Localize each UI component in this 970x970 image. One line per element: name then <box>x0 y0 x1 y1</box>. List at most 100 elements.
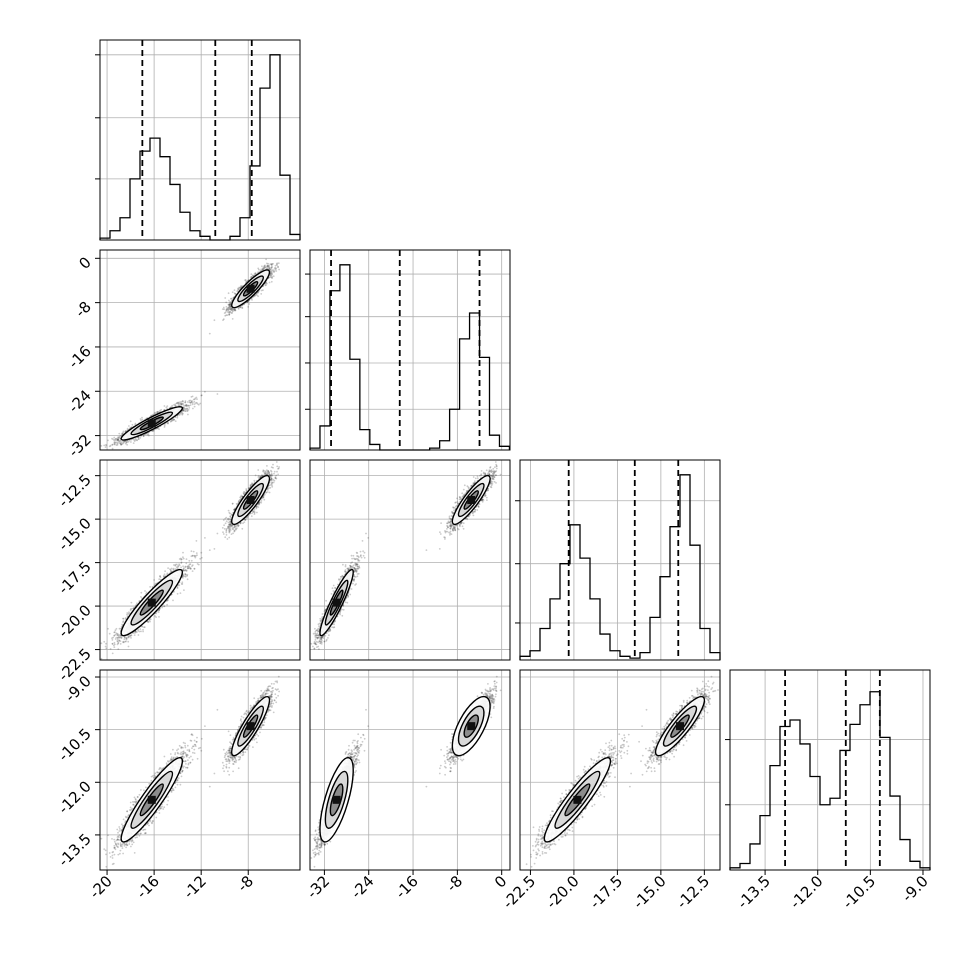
sample-point <box>256 292 259 294</box>
sample-point <box>126 443 128 446</box>
sample-point <box>179 412 182 415</box>
sample-point <box>111 443 114 446</box>
histogram-step <box>519 474 721 660</box>
sample-point <box>193 400 196 403</box>
sample-point <box>191 402 194 404</box>
sample-point <box>116 439 119 441</box>
sample-point <box>182 402 184 405</box>
sample-point <box>119 443 122 445</box>
sample-point <box>227 311 230 314</box>
sample-point <box>181 400 184 403</box>
sample-point <box>115 441 118 444</box>
sample-point <box>115 444 118 446</box>
sample-point <box>152 429 155 432</box>
sample-point <box>181 412 183 415</box>
sample-point <box>216 393 219 395</box>
sample-point <box>254 294 256 297</box>
sample-point <box>269 276 272 278</box>
sample-point <box>118 435 121 438</box>
sample-point <box>199 402 202 405</box>
sample-point <box>193 398 196 401</box>
sample-point <box>117 436 119 439</box>
sample-point <box>133 438 135 441</box>
sample-point <box>123 440 125 443</box>
sample-point <box>184 401 187 404</box>
sample-point <box>137 436 140 439</box>
sample-point <box>114 441 117 444</box>
sample-point <box>113 450 115 452</box>
sample-point <box>257 271 259 273</box>
sample-point <box>100 445 103 447</box>
sample-point <box>268 281 271 284</box>
sample-point <box>271 277 274 279</box>
sample-point <box>182 409 185 412</box>
sample-point <box>132 442 135 444</box>
sample-point <box>180 403 183 406</box>
sample-point <box>174 405 177 407</box>
histogram-step <box>99 54 301 241</box>
sample-point <box>118 437 121 440</box>
sample-point <box>263 267 266 270</box>
sample-point <box>165 406 168 409</box>
sample-point <box>238 286 241 289</box>
sample-point <box>272 262 274 265</box>
sample-point <box>189 404 192 406</box>
sample-point <box>180 402 183 405</box>
sample-point <box>150 414 153 417</box>
sample-point <box>270 266 273 269</box>
sample-point <box>245 281 247 283</box>
sample-point <box>230 297 233 300</box>
sample-point <box>186 401 189 403</box>
sample-point <box>111 447 114 450</box>
sample-point <box>264 266 267 268</box>
sample-point <box>117 438 120 441</box>
sample-point <box>273 270 276 272</box>
sample-point <box>187 404 190 407</box>
sample-point <box>275 267 278 270</box>
sample-point <box>232 310 234 313</box>
sample-point <box>269 270 272 273</box>
sample-point <box>241 307 244 309</box>
sample-point <box>117 441 119 444</box>
sample-point <box>124 442 127 445</box>
sample-point <box>183 404 186 407</box>
sample-point <box>121 432 123 435</box>
sample-point <box>268 264 270 267</box>
sample-point <box>265 258 267 261</box>
sample-point <box>139 418 142 420</box>
sample-point <box>121 432 124 435</box>
sample-point <box>232 308 235 311</box>
sample-point <box>187 408 190 411</box>
sample-point <box>246 301 249 304</box>
sample-point <box>213 319 216 322</box>
sample-point <box>184 410 187 412</box>
sample-point <box>270 266 273 269</box>
sample-point <box>107 439 109 442</box>
sample-point <box>229 302 231 305</box>
sample-point <box>229 302 232 304</box>
sample-point <box>137 438 140 440</box>
sample-point <box>194 402 197 404</box>
sample-point <box>134 422 137 425</box>
sample-point <box>266 282 268 285</box>
sample-point <box>176 416 179 419</box>
sample-point <box>176 415 179 417</box>
sample-point <box>136 439 139 442</box>
sample-point <box>182 406 185 409</box>
sample-point <box>239 306 242 309</box>
sample-point <box>177 401 179 404</box>
sample-point <box>250 275 253 278</box>
sample-point <box>105 444 108 447</box>
sample-point <box>262 289 264 292</box>
sample-point <box>122 431 124 434</box>
sample-point <box>204 390 206 393</box>
sample-point <box>182 404 185 406</box>
sample-point <box>148 434 150 437</box>
sample-point <box>141 416 143 419</box>
sample-point <box>260 268 263 271</box>
sample-point <box>236 289 239 291</box>
sample-point <box>241 306 244 309</box>
sample-point <box>135 439 138 441</box>
sample-point <box>115 437 118 440</box>
sample-point <box>166 422 169 424</box>
